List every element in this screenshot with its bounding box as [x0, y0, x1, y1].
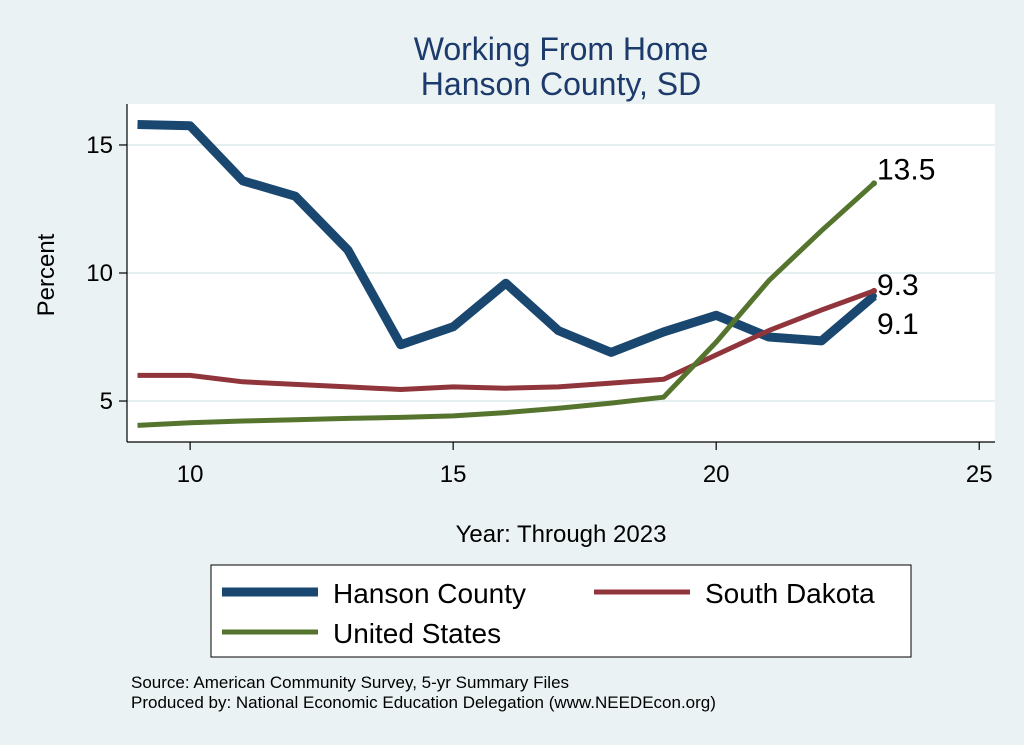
end-point-united-states: [871, 180, 878, 187]
series-line-united-states: [137, 181, 876, 428]
y-tick-label-5: 5: [100, 388, 113, 415]
chart-title-line-2: Hanson County, SD: [421, 66, 701, 102]
legend-label-hanson-county: Hanson County: [333, 578, 526, 609]
x-tick-label-20: 20: [703, 461, 730, 488]
series-line-hanson-county: [137, 120, 877, 357]
series-line-south-dakota: [137, 288, 875, 392]
legend: Hanson County South Dakota United States: [210, 564, 912, 658]
x-axis-title: Year: Through 2023: [456, 521, 667, 548]
end-labels: 9.1 9.3 13.5: [871, 153, 935, 341]
y-tick-label-15: 15: [86, 132, 113, 159]
end-point-south-dakota: [871, 287, 878, 294]
x-tick-label-10: 10: [177, 461, 204, 488]
x-axis-ticks: 10 15 20 25: [177, 442, 993, 488]
end-label-hanson-county: 9.1: [877, 308, 919, 341]
x-tick-label-15: 15: [440, 461, 467, 488]
legend-box: [210, 564, 912, 658]
source-note: Source: American Community Survey, 5-yr …: [131, 673, 569, 692]
chart-title-line-1: Working From Home: [414, 31, 709, 67]
legend-label-south-dakota: South Dakota: [705, 578, 875, 609]
produced-note: Produced by: National Economic Education…: [131, 693, 716, 712]
y-axis-title: Percent: [33, 233, 60, 316]
x-tick-label-25: 25: [966, 461, 993, 488]
end-point-hanson-county: [871, 293, 878, 300]
end-label-south-dakota: 9.3: [877, 269, 919, 302]
legend-label-united-states: United States: [333, 618, 501, 649]
y-axis-ticks: 5 10 15: [86, 132, 127, 415]
end-label-united-states: 13.5: [877, 153, 935, 186]
gridlines: [127, 143, 995, 403]
series-lines: [137, 120, 877, 428]
y-tick-label-10: 10: [86, 260, 113, 287]
